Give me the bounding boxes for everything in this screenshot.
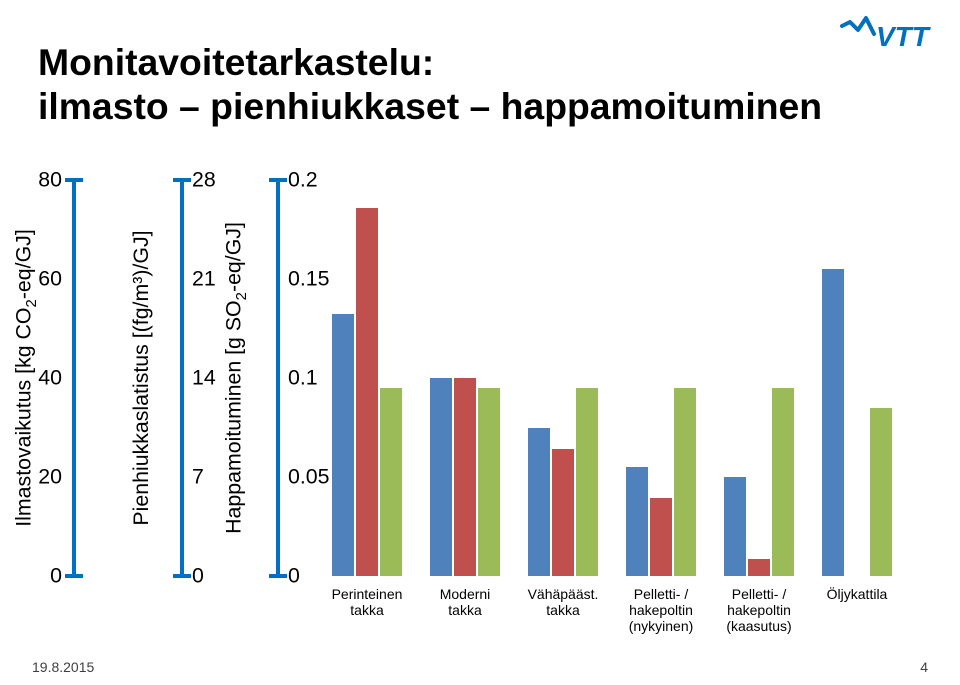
page-title: Monitavoitetarkastelu: ilmasto – pienhiu… — [38, 40, 822, 128]
tick-label: 0 — [50, 564, 62, 589]
bar-acid — [674, 388, 696, 576]
bar-acid — [870, 408, 892, 576]
plot-area: Perinteinentakka Modernitakka Vähäpääst.ta… — [332, 180, 922, 576]
bar-climate — [528, 428, 550, 577]
category-label: Pelletti- /hakepoltin(kaasutus) — [710, 586, 808, 634]
tick-label: 0.15 — [288, 267, 330, 292]
axis-title: Happamoituminen [g SO2-eq/GJ] — [222, 222, 250, 534]
bar-acid — [380, 388, 402, 576]
bar-chart: 020406080Ilmastovaikutus [kg CO2-eq/GJ]0… — [32, 180, 928, 610]
bar-group: Öljykattila — [822, 180, 892, 576]
category-label: Pelletti- /hakepoltin(nykyinen) — [612, 586, 710, 634]
bar-pm — [552, 449, 574, 576]
axis-title: Pienhiukkaslatistus [(fg/m³)/GJ] — [129, 230, 154, 525]
tick-label: 7 — [192, 465, 204, 490]
axis-title: Ilmastovaikutus [kg CO2-eq/GJ] — [12, 229, 40, 527]
tick-label: 28 — [192, 168, 216, 193]
tick-label: 0.05 — [288, 465, 330, 490]
bar-climate — [724, 477, 746, 576]
tick-label: 0 — [192, 564, 204, 589]
title-line-1: Monitavoitetarkastelu: — [38, 41, 434, 83]
bar-acid — [478, 388, 500, 576]
bar-pm — [454, 378, 476, 576]
bar-acid — [772, 388, 794, 576]
tick-label: 60 — [38, 267, 62, 292]
tick-label: 0.1 — [288, 366, 318, 391]
tick-label: 20 — [38, 465, 62, 490]
bar-acid — [576, 388, 598, 576]
tick-label: 80 — [38, 168, 62, 193]
tick-label: 14 — [192, 366, 216, 391]
bar-climate — [822, 269, 844, 576]
tick-label: 40 — [38, 366, 62, 391]
bar-pm — [356, 208, 378, 576]
vtt-logo-text: VTT — [876, 21, 932, 52]
title-line-2: ilmasto – pienhiukkaset – happamoitumine… — [38, 85, 822, 127]
tick-label: 21 — [192, 267, 216, 292]
category-label: Modernitakka — [416, 586, 514, 618]
category-label: Perinteinentakka — [318, 586, 416, 618]
footer-date: 19.8.2015 — [32, 659, 94, 675]
bar-climate — [626, 467, 648, 576]
bar-climate — [332, 314, 354, 576]
tick-label: 0 — [288, 564, 300, 589]
vtt-logo: VTT — [840, 8, 936, 61]
tick-label: 0.2 — [288, 168, 318, 193]
bar-pm — [650, 498, 672, 576]
bar-pm — [748, 559, 770, 576]
category-label: Öljykattila — [808, 586, 906, 602]
bar-climate — [430, 378, 452, 576]
category-label: Vähäpääst.takka — [514, 586, 612, 618]
bar-group: Modernitakka — [430, 180, 500, 576]
bar-group: Perinteinentakka — [332, 180, 402, 576]
footer-page-number: 4 — [920, 659, 928, 675]
bar-group: Vähäpääst.takka — [528, 180, 598, 576]
bar-group: Pelletti- /hakepoltin(kaasutus) — [724, 180, 794, 576]
bar-group: Pelletti- /hakepoltin(nykyinen) — [626, 180, 696, 576]
